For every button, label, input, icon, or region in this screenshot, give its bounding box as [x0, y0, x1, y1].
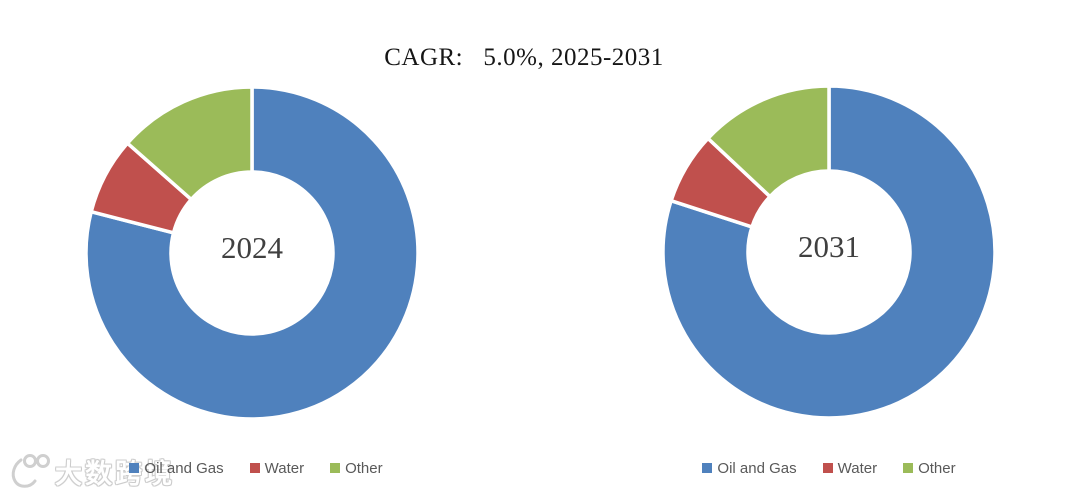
legend-swatch-oil-and-gas-icon [129, 463, 140, 473]
donut-slice-other [125, 85, 254, 202]
watermark-text: 大数跨境 [55, 458, 175, 490]
legend-swatch-water-icon [249, 463, 260, 473]
donut-svg-2024 [84, 85, 420, 421]
legend-2031: Oil and Gas Water Other [661, 457, 997, 479]
legend-swatch-oil-and-gas-icon [702, 463, 713, 473]
legend-2024: Oil and Gas Water Other [88, 457, 424, 479]
legend-label-other: Other [918, 459, 956, 477]
donut-chart-2024: 2024 [84, 85, 420, 421]
donut-slice-oil-and-gas [84, 85, 420, 421]
donut-slice-oil-and-gas [661, 84, 997, 420]
legend-item-water: Water [822, 459, 878, 477]
legend-swatch-water-icon [822, 463, 833, 473]
legend-item-oil-and-gas: Oil and Gas [702, 459, 797, 477]
legend-label-other: Other [345, 459, 383, 477]
legend-swatch-other-icon [903, 463, 914, 473]
donut-svg-2031 [661, 84, 997, 420]
legend-label-oil-and-gas: Oil and Gas [717, 459, 797, 477]
donut-chart-2031: 2031 [661, 84, 997, 420]
legend-swatch-other-icon [330, 463, 341, 473]
legend-label-oil-and-gas: Oil and Gas [144, 459, 224, 477]
legend-label-water: Water [837, 459, 878, 477]
chart-title: CAGR: 5.0%, 2025-2031 [384, 44, 664, 71]
legend-item-oil-and-gas: Oil and Gas [129, 459, 224, 477]
watermark: 大数跨境 [6, 450, 175, 492]
legend-item-other: Other [330, 460, 383, 477]
legend-label-water: Water [264, 459, 305, 477]
legend-item-other: Other [903, 460, 956, 477]
watermark-100-logo-icon [11, 454, 50, 488]
legend-item-water: Water [249, 459, 305, 477]
donut-slice-other [705, 84, 831, 200]
